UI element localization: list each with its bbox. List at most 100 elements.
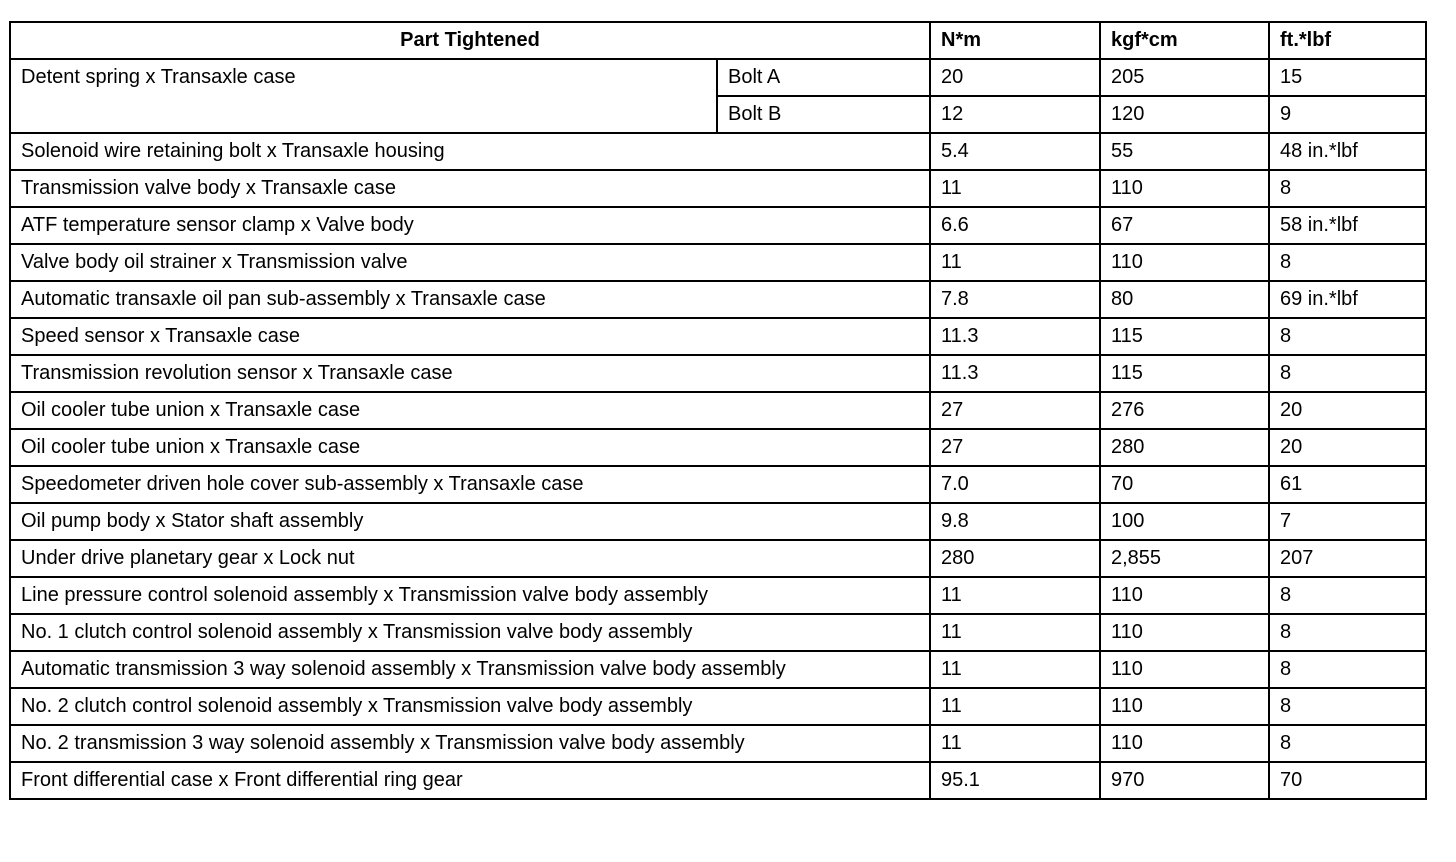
header-cell: kgf*cm: [1099, 21, 1270, 60]
value-cell: 9: [1268, 95, 1427, 134]
table-row: Transmission revolution sensor x Transax…: [9, 354, 1427, 393]
value-cell: 69 in.*lbf: [1268, 280, 1427, 319]
value-cell: 276: [1099, 391, 1270, 430]
table-row: Speed sensor x Transaxle case 11.3 115 8: [9, 317, 1427, 356]
value-cell: 61: [1268, 465, 1427, 504]
table-row: ATF temperature sensor clamp x Valve bod…: [9, 206, 1427, 245]
value-cell: 8: [1268, 576, 1427, 615]
value-cell: 11: [929, 650, 1101, 689]
value-cell: 970: [1099, 761, 1270, 800]
value-cell: 110: [1099, 687, 1270, 726]
part-cell: Solenoid wire retaining bolt x Transaxle…: [9, 132, 931, 171]
value-cell: 11: [929, 243, 1101, 282]
table-row: Bolt B 12 120 9: [10, 95, 1427, 134]
part-cell: Transmission revolution sensor x Transax…: [9, 354, 931, 393]
table-row: Valve body oil strainer x Transmission v…: [9, 243, 1427, 282]
value-cell: 70: [1268, 761, 1427, 800]
value-cell: 80: [1099, 280, 1270, 319]
table-row: Detent spring x Transaxle case Bolt A 20 20…: [9, 58, 1427, 134]
header-cell: Part Tightened: [9, 21, 931, 60]
part-cell: Automatic transmission 3 way solenoid as…: [9, 650, 931, 689]
value-cell: 95.1: [929, 761, 1101, 800]
table-row: Speedometer driven hole cover sub-assemb…: [9, 465, 1427, 504]
header-cell: N*m: [929, 21, 1101, 60]
part-cell: Front differential case x Front differen…: [9, 761, 931, 800]
value-cell: 48 in.*lbf: [1268, 132, 1427, 171]
value-cell: 100: [1099, 502, 1270, 541]
value-cell: 5.4: [929, 132, 1101, 171]
part-cell: Automatic transaxle oil pan sub-assembly…: [9, 280, 931, 319]
value-cell: 11: [929, 724, 1101, 763]
value-cell: 15: [1268, 58, 1427, 97]
value-cell: 110: [1099, 724, 1270, 763]
value-cell: 7: [1268, 502, 1427, 541]
table-row: Part Tightened N*m kgf*cm ft.*lbf: [9, 21, 1427, 60]
value-cell: 27: [929, 391, 1101, 430]
part-cell: No. 1 clutch control solenoid assembly x…: [9, 613, 931, 652]
table-row: Automatic transaxle oil pan sub-assembly…: [9, 280, 1427, 319]
value-cell: 7.0: [929, 465, 1101, 504]
part-cell: ATF temperature sensor clamp x Valve bod…: [9, 206, 931, 245]
value-cell: 8: [1268, 650, 1427, 689]
part-cell: No. 2 clutch control solenoid assembly x…: [9, 687, 931, 726]
table-row: Under drive planetary gear x Lock nut 280…: [9, 539, 1427, 578]
table-row: Oil cooler tube union x Transaxle case 27…: [9, 428, 1427, 467]
part-cell: Oil pump body x Stator shaft assembly: [9, 502, 931, 541]
table-row: Transmission valve body x Transaxle case…: [9, 169, 1427, 208]
value-cell: 110: [1099, 650, 1270, 689]
value-cell: 11: [929, 169, 1101, 208]
value-cell: 110: [1099, 243, 1270, 282]
part-cell: Valve body oil strainer x Transmission v…: [9, 243, 931, 282]
value-cell: 8: [1268, 169, 1427, 208]
value-cell: 2,855: [1099, 539, 1270, 578]
value-cell: 110: [1099, 576, 1270, 615]
value-cell: 115: [1099, 317, 1270, 356]
value-cell: 110: [1099, 169, 1270, 208]
header-cell: ft.*lbf: [1268, 21, 1427, 60]
value-cell: 27: [929, 428, 1101, 467]
part-cell: Oil cooler tube union x Transaxle case: [9, 428, 931, 467]
value-cell: 67: [1099, 206, 1270, 245]
value-cell: 11: [929, 687, 1101, 726]
value-cell: 8: [1268, 317, 1427, 356]
value-cell: 280: [1099, 428, 1270, 467]
table-row: Solenoid wire retaining bolt x Transaxle…: [9, 132, 1427, 171]
torque-table: Part Tightened N*m kgf*cm ft.*lbf Detent spr…: [9, 21, 1427, 800]
value-cell: 8: [1268, 354, 1427, 393]
table-row: No. 2 clutch control solenoid assembly x…: [9, 687, 1427, 726]
value-cell: 8: [1268, 687, 1427, 726]
table-row: Line pressure control solenoid assembly …: [9, 576, 1427, 615]
value-cell: 9.8: [929, 502, 1101, 541]
value-cell: 55: [1099, 132, 1270, 171]
value-cell: 20: [929, 58, 1101, 97]
value-cell: 20: [1268, 428, 1427, 467]
value-cell: 7.8: [929, 280, 1101, 319]
table-row: No. 1 clutch control solenoid assembly x…: [9, 613, 1427, 652]
value-cell: 110: [1099, 613, 1270, 652]
part-cell: No. 2 transmission 3 way solenoid assemb…: [9, 724, 931, 763]
value-cell: 11.3: [929, 317, 1101, 356]
value-cell: 8: [1268, 243, 1427, 282]
value-cell: 12: [929, 95, 1101, 134]
value-cell: 115: [1099, 354, 1270, 393]
value-cell: 58 in.*lbf: [1268, 206, 1427, 245]
table-row: Oil pump body x Stator shaft assembly 9.8…: [9, 502, 1427, 541]
value-cell: 11.3: [929, 354, 1101, 393]
value-cell: 205: [1099, 58, 1270, 97]
value-cell: 280: [929, 539, 1101, 578]
part-cell: Line pressure control solenoid assembly …: [9, 576, 931, 615]
table-row: Oil cooler tube union x Transaxle case 27…: [9, 391, 1427, 430]
table-row: Automatic transmission 3 way solenoid as…: [9, 650, 1427, 689]
part-cell: Transmission valve body x Transaxle case: [9, 169, 931, 208]
part-cell: Under drive planetary gear x Lock nut: [9, 539, 931, 578]
part-cell: Detent spring x Transaxle case: [9, 58, 718, 134]
part-cell: Oil cooler tube union x Transaxle case: [9, 391, 931, 430]
part-cell: Speed sensor x Transaxle case: [9, 317, 931, 356]
value-cell: 11: [929, 613, 1101, 652]
value-cell: 70: [1099, 465, 1270, 504]
value-cell: 11: [929, 576, 1101, 615]
bolt-cell: Bolt A: [716, 58, 931, 97]
value-cell: 120: [1099, 95, 1270, 134]
bolt-cell: Bolt B: [716, 95, 931, 134]
